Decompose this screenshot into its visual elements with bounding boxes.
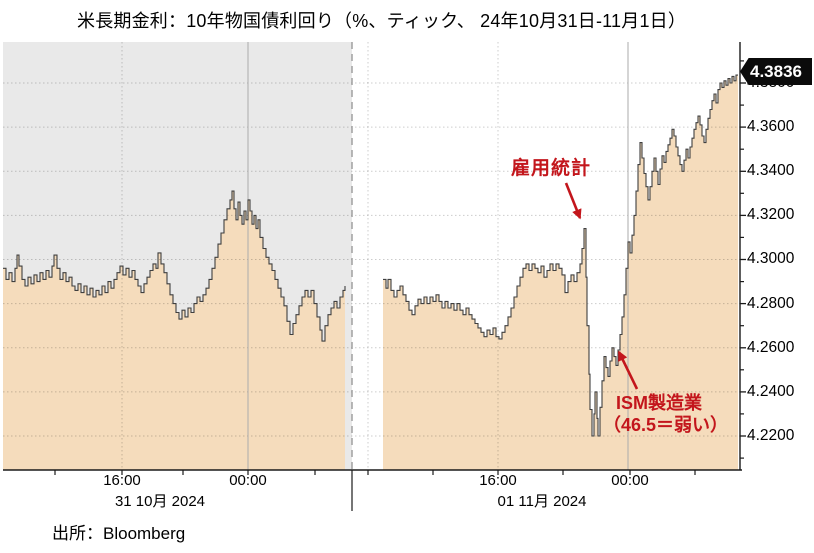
x-axis-date: 31 10月 2024 [114, 493, 206, 510]
annotation-ism-line2: （46.5＝弱い） [603, 415, 729, 435]
y-axis-label: 4.3000 [747, 250, 795, 267]
x-axis-label: 16:00 [479, 472, 517, 489]
last-price-value: 4.3836 [750, 62, 802, 81]
y-axis-label: 4.2400 [747, 383, 795, 400]
x-axis-label: 00:00 [611, 472, 649, 489]
y-axis-label: 4.2800 [747, 295, 795, 312]
x-axis-date: 01 11月 2024 [497, 493, 587, 510]
source-label: 出所：Bloomberg [52, 524, 186, 543]
y-axis-label: 4.2600 [747, 339, 795, 356]
y-axis-label: 4.3200 [747, 206, 795, 223]
last-price-tag: 4.3836 [740, 58, 812, 85]
x-axis-label: 16:00 [103, 472, 141, 489]
x-axis-label: 00:00 [229, 472, 267, 489]
y-axis-label: 4.2200 [747, 427, 795, 444]
y-axis-label: 4.3600 [747, 118, 795, 135]
y-axis-label: 4.3400 [747, 162, 795, 179]
chart-title: 米長期金利：10年物国債利回り（%、ティック、 24年10月31日-11月1日） [77, 11, 687, 31]
annotation-ism-line1: ISM製造業 [616, 393, 703, 413]
annotation-payrolls: 雇用統計 [511, 158, 592, 179]
